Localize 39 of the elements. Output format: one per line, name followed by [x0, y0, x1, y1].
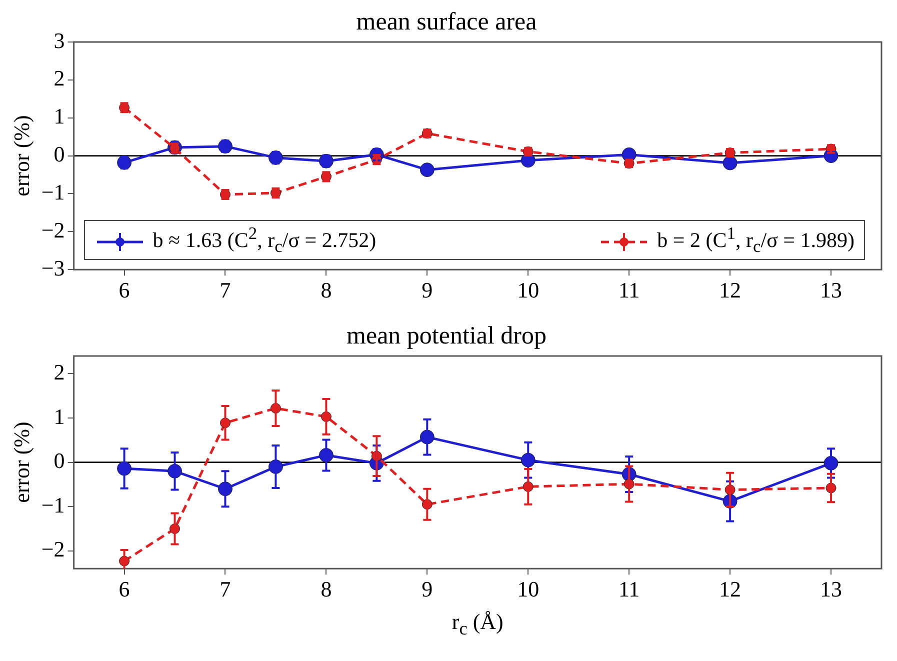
point: [520, 153, 536, 168]
x-tick-label: 13: [820, 576, 842, 602]
x-axis-title: r$_{c}$ (Å): [450, 609, 504, 640]
y-tick-label: 1: [54, 404, 65, 429]
y-axis-title: error (%): [8, 115, 34, 196]
x-tick-label: 12: [719, 576, 742, 602]
point: [420, 162, 434, 178]
legend-label: b ≈ 1.63 (C$^{2}$, r$_{c}$/σ = 2.752): [152, 222, 376, 256]
y-tick-label: 3: [54, 28, 65, 53]
y-tick-label: 2: [54, 360, 65, 384]
chart-title: mean potential drop: [346, 322, 546, 350]
y-tick-label: 2: [54, 66, 65, 91]
y-tick-label: −2: [41, 217, 65, 242]
x-tick-label: 12: [719, 278, 742, 303]
x-tick-label: 7: [220, 576, 231, 602]
x-tick-label: 11: [618, 576, 640, 602]
x-tick-label: 9: [422, 576, 433, 602]
x-tick-label: 6: [118, 278, 130, 303]
y-tick-label: −2: [41, 536, 65, 562]
point: [622, 147, 636, 162]
y-tick-label: 0: [54, 448, 65, 474]
y-tick-label: −1: [41, 492, 65, 518]
y-tick-label: −3: [41, 255, 65, 280]
x-tick-label: 13: [820, 278, 842, 303]
point: [722, 156, 738, 170]
y-tick-label: 1: [54, 104, 65, 129]
x-tick-label: 8: [320, 576, 332, 602]
x-tick-label: 10: [517, 278, 540, 303]
x-tick-label: 11: [618, 278, 640, 303]
x-tick-label: 10: [517, 576, 540, 602]
x-tick-label: 9: [422, 278, 433, 303]
chart-title: mean surface area: [356, 8, 537, 36]
x-tick-label: 7: [220, 278, 231, 303]
x-tick-label: 6: [118, 576, 130, 602]
legend-label: b = 2 (C$^{1}$, r$_{c}$/σ = 1.989): [657, 222, 854, 256]
y-axis-title: error (%): [8, 422, 34, 503]
y-tick-label: −1: [41, 180, 65, 205]
y-tick-label: 0: [54, 142, 65, 167]
x-tick-label: 8: [320, 278, 332, 303]
